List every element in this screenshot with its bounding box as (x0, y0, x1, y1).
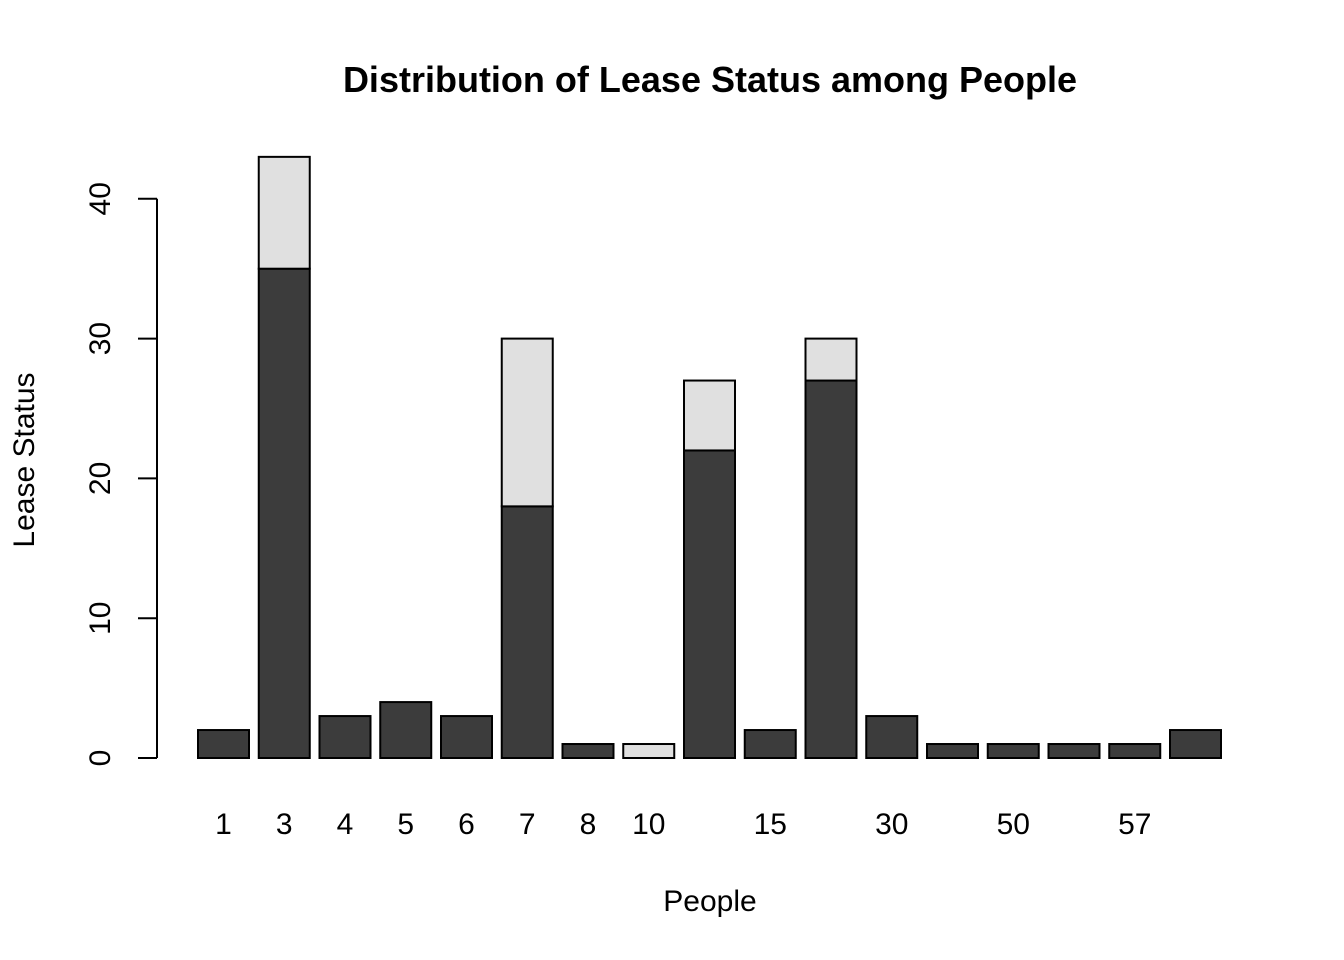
x-tick-label: 1 (215, 808, 232, 841)
x-tick-label: 5 (397, 808, 414, 841)
chart-title: Distribution of Lease Status among Peopl… (343, 59, 1077, 100)
y-tick-label: 20 (84, 462, 117, 495)
bar-segment-series-1 (804, 379, 858, 759)
x-tick-labels: 1 3 4 5 6 7 8 10 15 30 50 57 (215, 808, 1151, 841)
bar-segment-series-1 (1047, 743, 1101, 760)
y-tick-label: 30 (84, 322, 117, 355)
bar-segment-series-1 (197, 729, 250, 759)
bar-segment-series-1 (379, 701, 433, 760)
bar-segment-series-1 (1108, 743, 1162, 760)
bar-segment-series-2 (500, 337, 554, 508)
bar-segment-series-1 (683, 449, 736, 759)
y-axis-label: Lease Status (8, 372, 41, 547)
bar-segment-series-1 (257, 267, 311, 759)
y-tick-label: 10 (84, 602, 117, 635)
x-tick-label: 3 (276, 808, 293, 841)
x-tick-label: 30 (875, 808, 908, 841)
bar-segment-series-1 (865, 715, 919, 759)
x-tick-label: 15 (754, 808, 787, 841)
x-tick-label: 10 (632, 808, 665, 841)
bar-segment-series-2 (804, 337, 858, 382)
bar-segment-series-2 (622, 743, 676, 760)
bar-segment-series-1 (318, 715, 372, 759)
bar-segment-series-1 (926, 743, 979, 760)
x-tick-label: 7 (519, 808, 536, 841)
bar-segment-series-2 (683, 379, 736, 452)
x-tick-label: 6 (458, 808, 475, 841)
bar-segment-series-1 (743, 729, 797, 759)
y-axis: 0 10 20 30 40 (84, 182, 158, 767)
bar-segment-series-1 (561, 743, 615, 760)
x-tick-label: 50 (997, 808, 1030, 841)
bar-segment-series-2 (257, 155, 311, 270)
bar-segment-series-1 (440, 715, 493, 759)
x-axis-label: People (663, 885, 756, 918)
bars-group (197, 155, 1222, 760)
y-tick-label: 40 (84, 182, 117, 215)
x-tick-label: 8 (580, 808, 597, 841)
x-tick-label: 57 (1118, 808, 1151, 841)
y-tick-label: 0 (84, 750, 117, 767)
bar-segment-series-1 (500, 505, 554, 759)
bar-segment-series-1 (1169, 729, 1222, 759)
bar-segment-series-1 (986, 743, 1040, 760)
x-tick-label: 4 (337, 808, 354, 841)
